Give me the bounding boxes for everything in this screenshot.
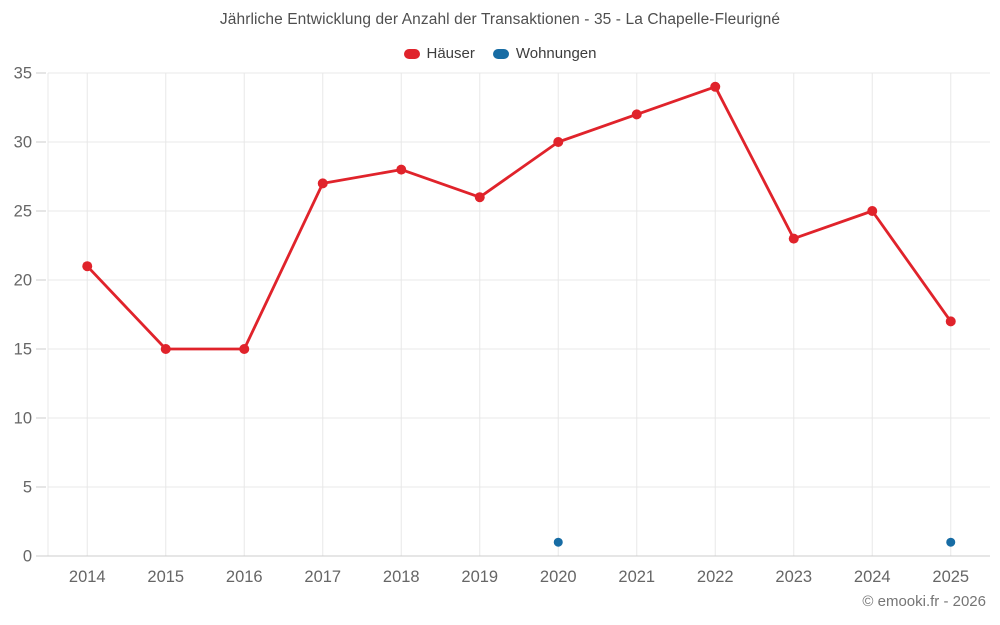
y-axis-label: 15 [14,341,32,359]
legend-item-haeuser[interactable]: Häuser [403,45,475,62]
x-axis-label: 2025 [932,568,969,586]
legend-label-wohnungen: Wohnungen [515,45,597,62]
y-axis-label: 20 [14,272,32,290]
häuser-point [82,261,93,272]
y-axis-label: 30 [14,134,32,152]
chart-legend: Häuser Wohnungen [0,45,1000,62]
copyright-text: © emooki.fr - 2026 [862,593,986,610]
y-axis-label: 25 [14,203,32,221]
häuser-point [945,316,956,327]
häuser-point [631,109,642,120]
x-axis-label: 2023 [775,568,812,586]
x-axis-label: 2014 [69,568,106,586]
häuser-point [239,344,250,354]
häuser-point [867,206,878,216]
x-axis-label: 2020 [540,568,577,586]
x-axis-label: 2024 [854,568,891,586]
y-axis-label: 0 [23,548,32,566]
häuser-point [710,81,721,92]
wohnungen-series-swatch-icon [492,48,509,59]
häuser-point [788,233,799,244]
y-axis-label: 35 [14,65,32,83]
häuser-point [317,178,328,189]
häuser-point [160,344,171,354]
y-axis-label: 10 [14,410,32,428]
x-axis-label: 2017 [304,568,341,586]
legend-item-wohnungen[interactable]: Wohnungen [492,45,597,62]
häuser-point [474,192,485,203]
y-axis-label: 5 [23,479,32,497]
x-axis-label: 2022 [697,568,734,586]
haeuser-series-swatch-icon [403,48,420,59]
x-axis-label: 2016 [226,568,263,586]
legend-label-haeuser: Häuser [426,45,475,62]
wohnungen-point [553,537,563,547]
x-axis-label: 2015 [147,568,184,586]
häuser-point [553,137,564,147]
x-axis-label: 2018 [383,568,420,586]
häuser-point [396,164,407,175]
wohnungen-point [946,537,956,547]
häuser-line [85,85,953,351]
x-axis-label: 2021 [618,568,655,586]
chart-title: Jährliche Entwicklung der Anzahl der Tra… [219,11,781,28]
x-axis-label: 2019 [461,568,498,586]
